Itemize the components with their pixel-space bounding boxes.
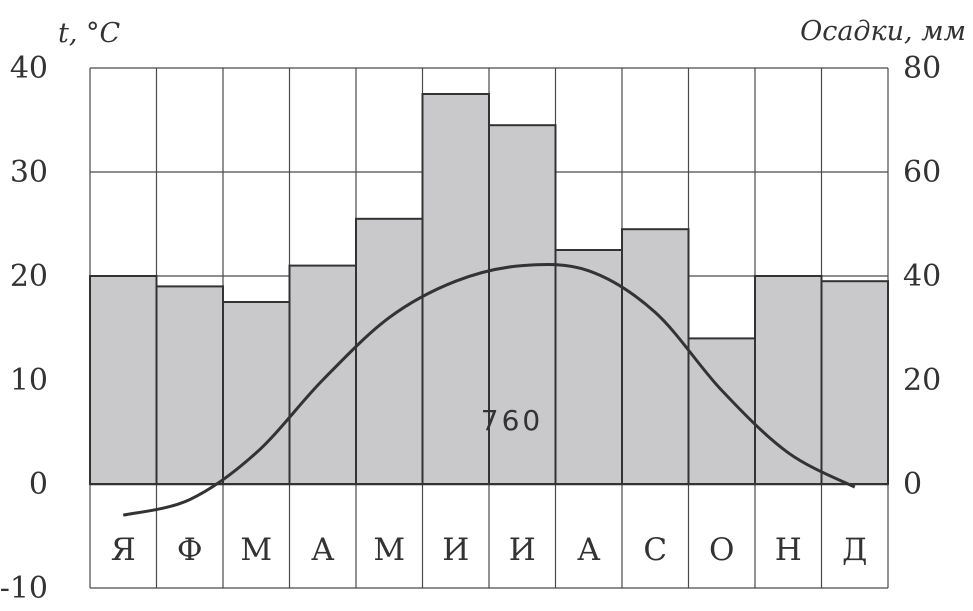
axis-ticks: Я Ф М А М И И А С О Н Д 40 30 20 10 0 -10 80 60 40 20 0 [0, 51, 941, 606]
month-label: Н [775, 532, 802, 568]
month-label: Я [111, 532, 136, 568]
month-label: М [240, 532, 272, 568]
labels: t, °C Осадки, мм 760 [58, 16, 966, 437]
right-tick-label: 80 [903, 51, 941, 86]
precipitation-bar [155, 285, 224, 485]
precipitation-bars [89, 93, 889, 486]
precipitation-bar [288, 264, 357, 485]
right-axis-title: Осадки, мм [800, 16, 966, 47]
left-tick-label: 10 [10, 363, 48, 398]
month-label: А [577, 532, 601, 568]
precipitation-bar [820, 280, 889, 486]
precipitation-bar [89, 275, 158, 485]
month-label: М [373, 532, 405, 568]
month-label: А [311, 532, 335, 568]
right-tick-label: 40 [903, 259, 941, 294]
precipitation-bar [421, 93, 490, 485]
temperature-line [122, 262, 856, 517]
left-tick-label: 0 [29, 467, 48, 502]
left-axis-title: t, °C [58, 18, 121, 49]
left-tick-label: -10 [0, 571, 48, 606]
left-tick-label: 30 [10, 155, 48, 190]
precipitation-bar [687, 337, 756, 485]
precipitation-bar [222, 301, 291, 485]
left-tick-label: 20 [10, 259, 48, 294]
precipitation-bar [754, 275, 823, 485]
month-label: Д [842, 532, 867, 568]
annual-precipitation-label: 760 [481, 404, 543, 437]
month-label: Ф [177, 532, 203, 568]
month-label: И [509, 532, 536, 568]
temperature-line-group [122, 262, 856, 517]
precipitation-bar [355, 217, 424, 486]
month-label: С [643, 532, 667, 568]
precipitation-bar [554, 249, 623, 485]
left-tick-label: 40 [10, 51, 48, 86]
month-label: О [709, 532, 734, 568]
right-tick-label: 0 [903, 467, 922, 502]
month-label: И [442, 532, 469, 568]
precipitation-bar [621, 228, 690, 485]
right-tick-label: 20 [903, 363, 941, 398]
right-tick-label: 60 [903, 155, 941, 190]
